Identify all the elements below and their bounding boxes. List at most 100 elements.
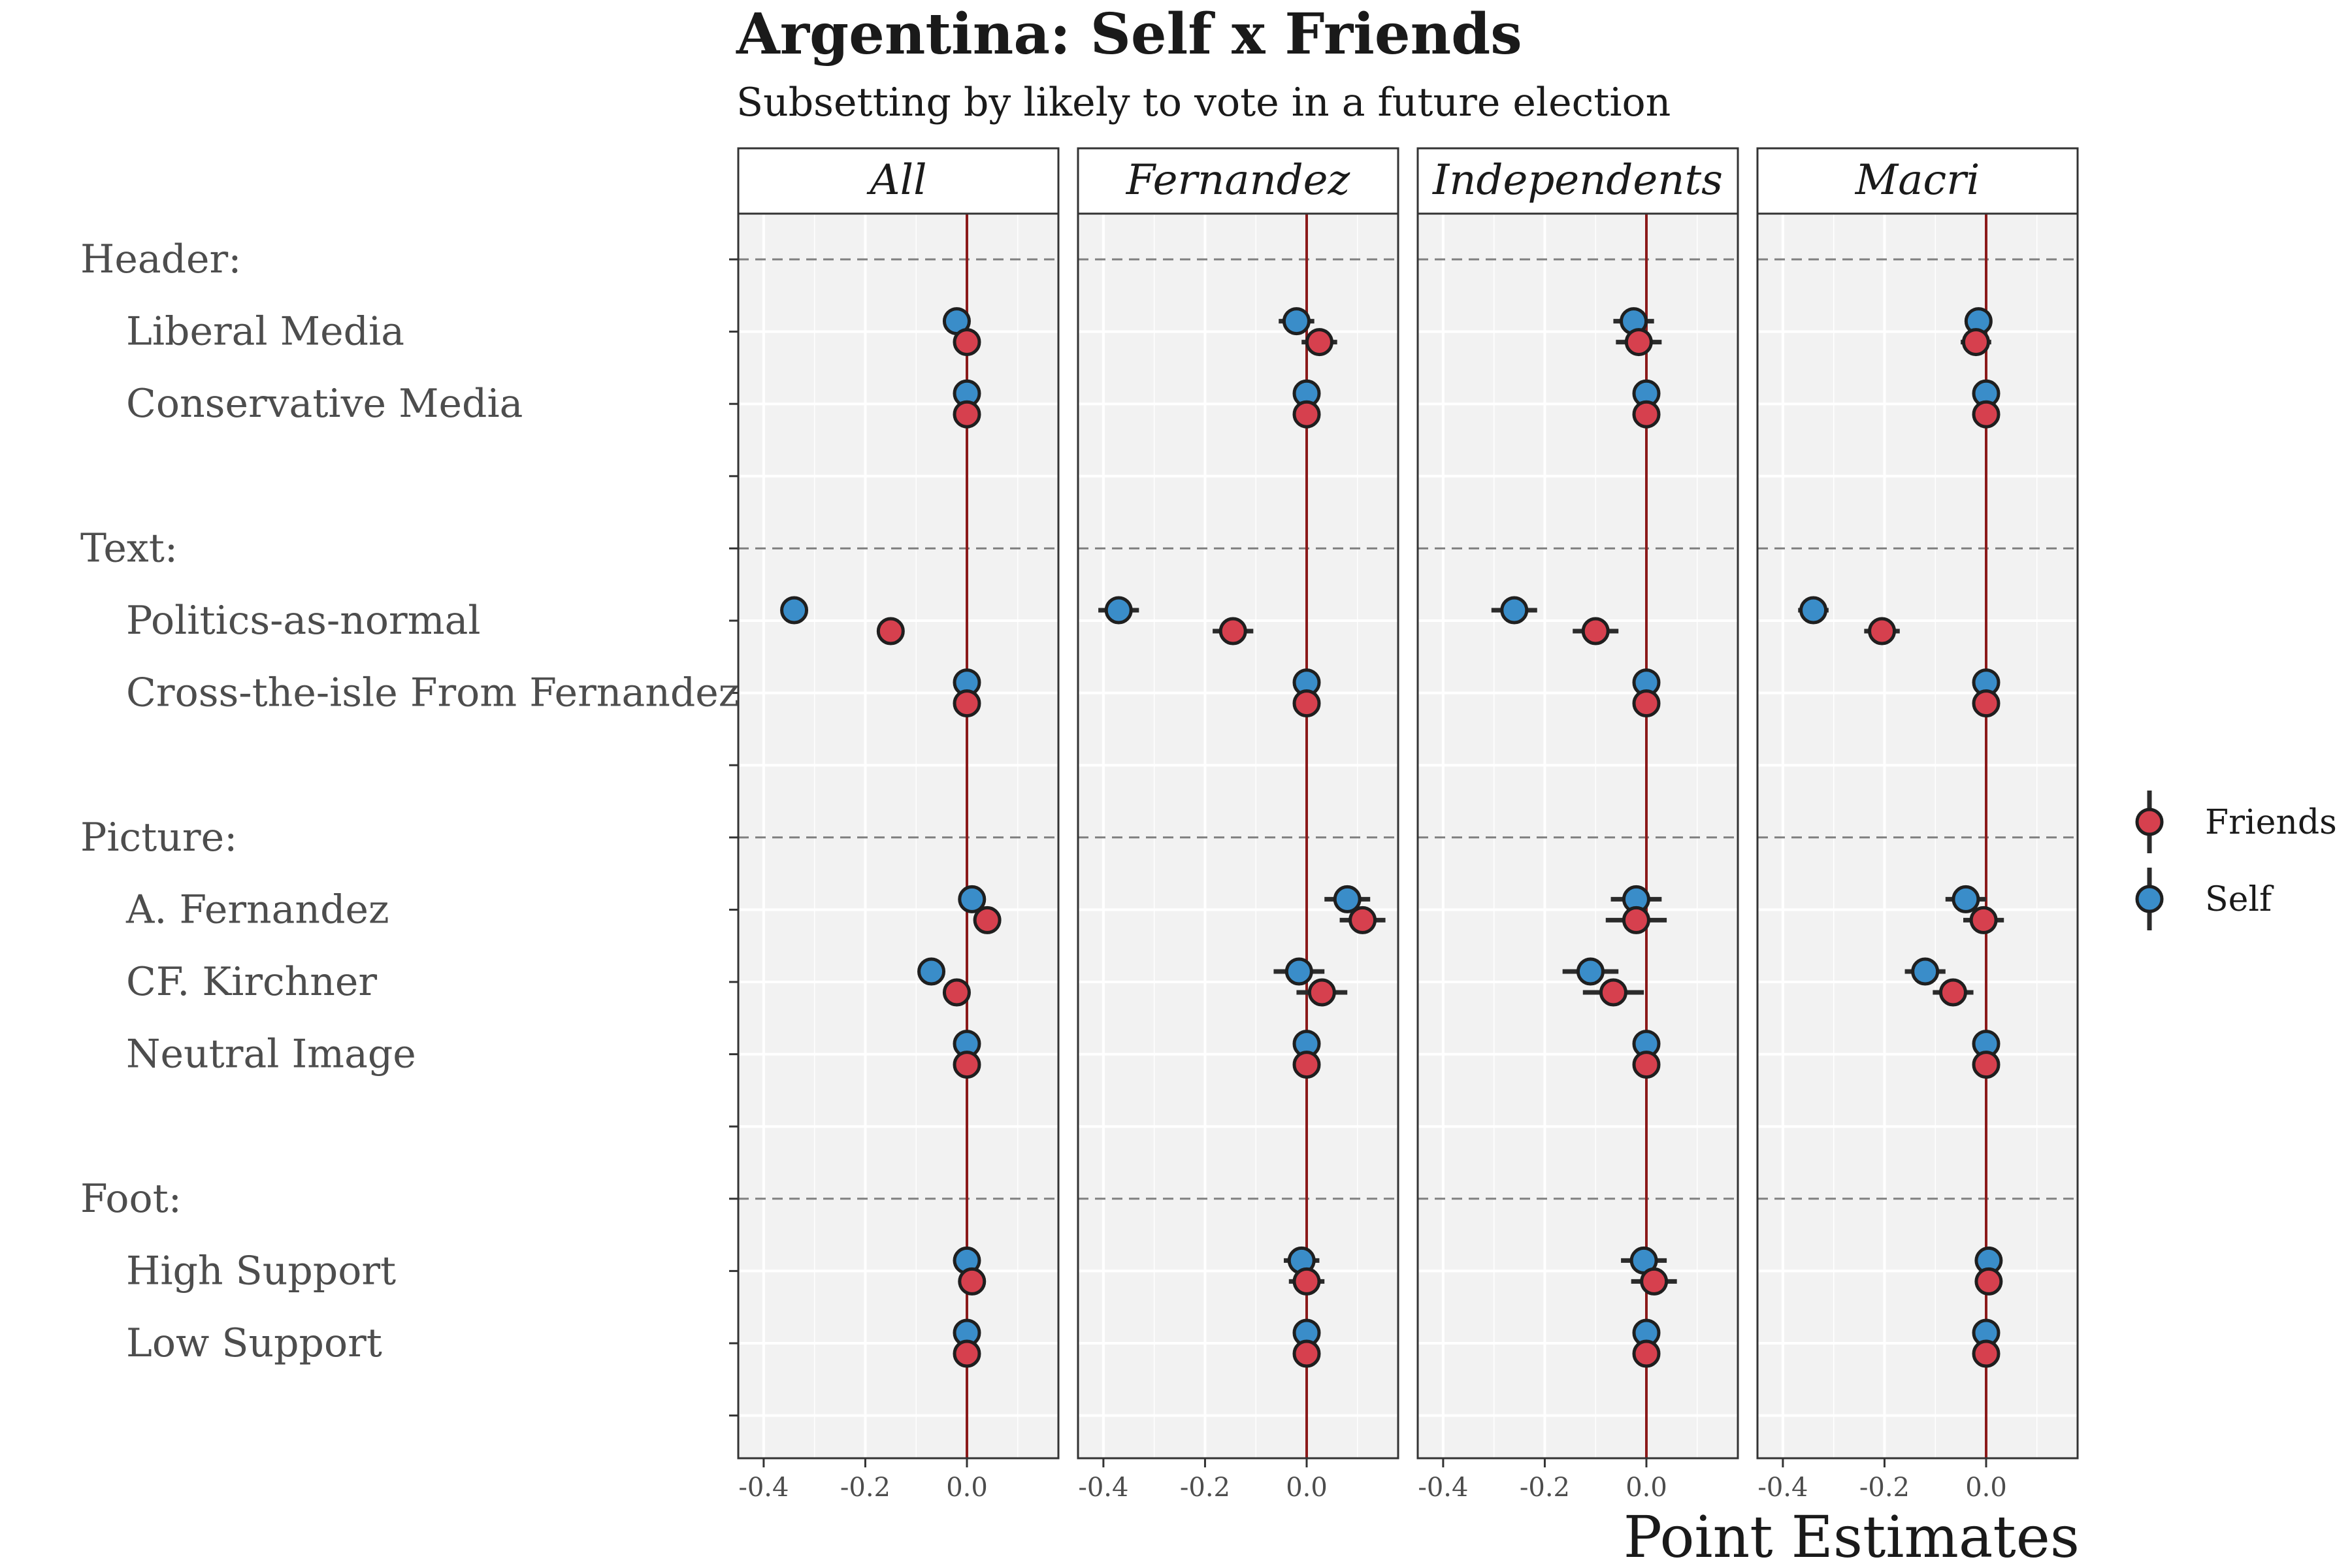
chart-title: Argentina: Self x Friends bbox=[736, 1, 1522, 67]
panel-strip bbox=[1077, 147, 1399, 215]
point-friends bbox=[1292, 1051, 1321, 1079]
point-friends bbox=[973, 906, 1002, 934]
x-tick-label: -0.2 bbox=[840, 1473, 890, 1503]
x-tick-label: 0.0 bbox=[1625, 1473, 1667, 1503]
x-tick-label: -0.2 bbox=[1180, 1473, 1230, 1503]
row-label: A. Fernandez bbox=[125, 887, 389, 932]
point-self bbox=[958, 885, 987, 913]
point-friends bbox=[1599, 978, 1627, 1007]
point-friends bbox=[1624, 328, 1653, 357]
row-label: Politics-as-normal bbox=[126, 598, 481, 644]
x-tick-label: -0.4 bbox=[1418, 1473, 1468, 1503]
row-label: Liberal Media bbox=[126, 309, 404, 355]
legend-label: Self bbox=[2205, 880, 2274, 919]
point-friends bbox=[876, 617, 905, 645]
point-self bbox=[1284, 957, 1313, 986]
x-tick-label: -0.4 bbox=[1757, 1473, 1808, 1503]
point-friends bbox=[1961, 328, 1990, 357]
chart-subtitle: Subsetting by likely to vote in a future… bbox=[736, 80, 1671, 125]
group-label: Header: bbox=[80, 237, 241, 282]
panel-macri: Macri -0.4 -0.2 0.0 bbox=[1756, 147, 2079, 1503]
x-tick-label: -0.2 bbox=[1520, 1473, 1570, 1503]
point-friends bbox=[1974, 1267, 2003, 1296]
panel-strip-label: All bbox=[866, 156, 926, 204]
point-friends bbox=[1632, 400, 1661, 429]
point-friends bbox=[1292, 400, 1321, 429]
point-friends bbox=[1307, 978, 1336, 1007]
group-label: Picture: bbox=[80, 815, 237, 860]
panel-strip bbox=[737, 147, 1060, 215]
point-friends bbox=[1972, 400, 2001, 429]
x-tick-label: 0.0 bbox=[1286, 1473, 1328, 1503]
point-friends bbox=[1348, 906, 1377, 934]
panel-strip bbox=[1416, 147, 1739, 215]
group-label: Foot: bbox=[80, 1176, 182, 1222]
panel-independents: Independents -0.4 -0.2 0.0 bbox=[1416, 147, 1739, 1503]
x-tick-label: -0.4 bbox=[1078, 1473, 1128, 1503]
point-friends bbox=[953, 1051, 981, 1079]
legend-label: Friends bbox=[2205, 803, 2337, 842]
point-friends bbox=[1972, 689, 2001, 718]
panel-strip-label: Macri bbox=[1855, 156, 1980, 204]
point-friends bbox=[953, 400, 981, 429]
point-friends bbox=[1868, 617, 1897, 645]
row-labels-group: Header: Liberal Media Conservative Media Te… bbox=[80, 237, 739, 1417]
point-friends bbox=[1305, 328, 1333, 357]
legend-key-point bbox=[2135, 885, 2164, 913]
point-self bbox=[1500, 596, 1529, 625]
row-label: Cross-the-isle From Fernandez bbox=[126, 670, 739, 716]
row-label: Low Support bbox=[126, 1320, 382, 1366]
point-friends bbox=[1632, 1339, 1661, 1368]
x-axis-label: Point Estimates bbox=[1624, 1503, 2080, 1568]
panel-strip-label: Fernandez bbox=[1126, 156, 1351, 204]
point-friends bbox=[1581, 617, 1610, 645]
x-tick-label: 0.0 bbox=[946, 1473, 988, 1503]
row-label: High Support bbox=[126, 1248, 396, 1294]
row-label: CF. Kirchner bbox=[126, 959, 377, 1005]
panel-border bbox=[737, 212, 1060, 1460]
panel-border bbox=[1416, 212, 1739, 1460]
point-self bbox=[1799, 596, 1828, 625]
point-self bbox=[917, 957, 946, 986]
panel-border bbox=[1756, 212, 2079, 1460]
point-self bbox=[1282, 307, 1311, 336]
x-tick-label: -0.4 bbox=[738, 1473, 789, 1503]
point-self bbox=[1333, 885, 1362, 913]
point-friends bbox=[942, 978, 971, 1007]
panel-strip-label: Independents bbox=[1432, 156, 1723, 204]
point-friends bbox=[1622, 906, 1650, 934]
point-friends bbox=[953, 689, 981, 718]
point-friends bbox=[1969, 906, 1998, 934]
point-friends bbox=[1640, 1267, 1669, 1296]
point-friends bbox=[953, 1339, 981, 1368]
group-label: Text: bbox=[80, 525, 178, 571]
x-tick-label: -0.2 bbox=[1859, 1473, 1910, 1503]
panel-background bbox=[738, 214, 1058, 1458]
legend: Friends Self bbox=[2135, 791, 2337, 930]
point-friends bbox=[953, 328, 981, 357]
panel-background bbox=[1757, 214, 2078, 1458]
point-self bbox=[780, 596, 809, 625]
point-friends bbox=[1972, 1339, 2001, 1368]
point-self bbox=[1952, 885, 1980, 913]
point-friends bbox=[1938, 978, 1967, 1007]
row-label: Conservative Media bbox=[126, 381, 523, 427]
point-friends bbox=[1292, 1339, 1321, 1368]
point-self bbox=[1576, 957, 1605, 986]
point-friends bbox=[1218, 617, 1247, 645]
point-friends bbox=[1292, 1267, 1321, 1296]
panel-all: All -0.4 -0.2 0.0 bbox=[737, 147, 1060, 1503]
point-self bbox=[1911, 957, 1940, 986]
x-tick-label: 0.0 bbox=[1965, 1473, 2007, 1503]
panel-background bbox=[1078, 214, 1398, 1458]
row-label: Neutral Image bbox=[126, 1032, 416, 1077]
panel-background bbox=[1418, 214, 1738, 1458]
point-friends bbox=[1292, 689, 1321, 718]
panel-fernandez: Fernandez -0.4 -0.2 0.0 bbox=[1077, 147, 1399, 1503]
point-friends bbox=[1632, 689, 1661, 718]
panel-strip bbox=[1756, 147, 2079, 215]
point-friends bbox=[1632, 1051, 1661, 1079]
legend-key-point bbox=[2135, 808, 2164, 836]
